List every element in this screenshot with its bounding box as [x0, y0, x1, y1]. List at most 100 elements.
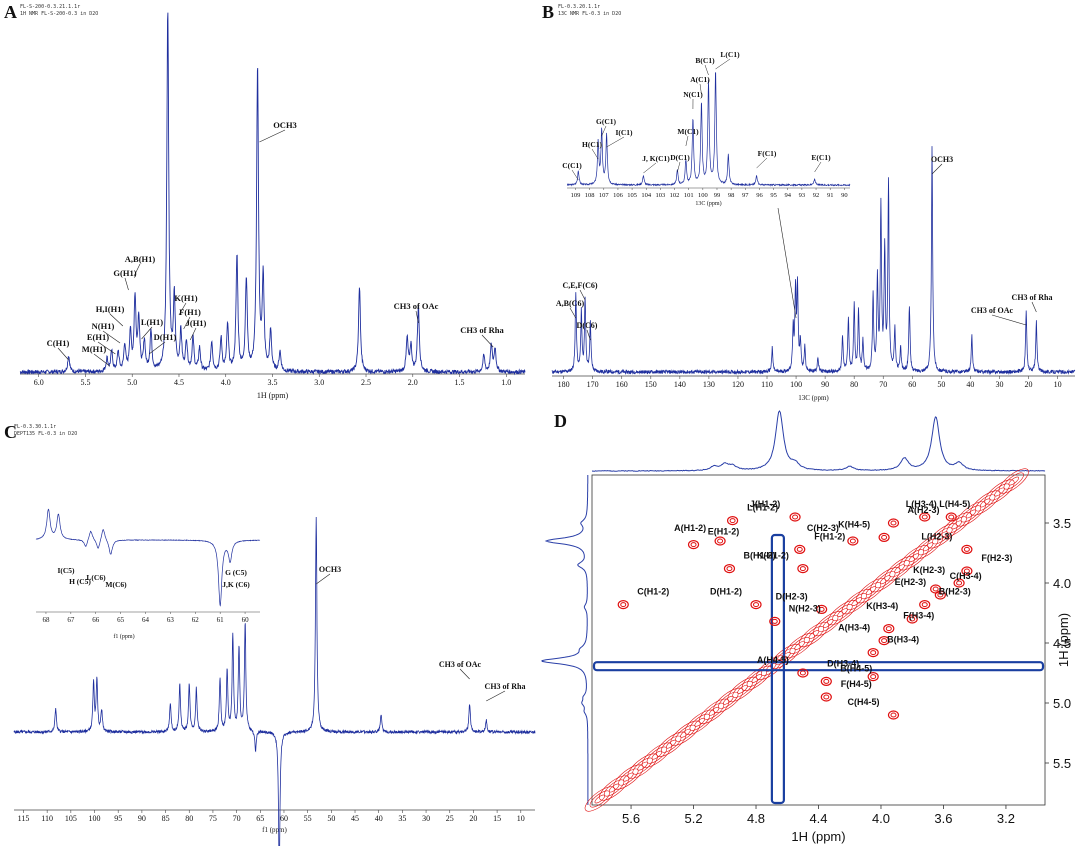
inset-peak-arrow — [591, 148, 599, 160]
diagonal-contour — [589, 790, 610, 808]
cross-peak — [617, 600, 629, 610]
inset-peak-label: M(C1) — [677, 127, 699, 136]
inset-peak-label: J,K (C6) — [222, 580, 250, 589]
peak-arrow — [486, 690, 506, 702]
inset-peak-arrow — [571, 169, 579, 181]
peak-label: L(H1) — [141, 317, 163, 327]
peak-label: G(H1) — [113, 268, 136, 278]
peak-arrow — [133, 263, 141, 277]
cross-peak-core — [753, 602, 760, 608]
cross-peak — [919, 600, 931, 610]
peak-label: CH3 of OAc — [971, 306, 1014, 315]
x-axis-tick-label: 160 — [616, 380, 628, 389]
cross-peak — [769, 616, 781, 626]
cross-peak — [887, 710, 900, 720]
peak-label: M(H1) — [82, 344, 107, 354]
nmr-13c-spectrum: 180 170 160 150 140 130 120 110 100 90 80 70 60 50 40 3… — [551, 50, 1076, 402]
peak-arrow — [97, 341, 116, 355]
cross-peak-label: D(H2-3) — [776, 591, 808, 601]
cross-peak-label: A(H2-3) — [907, 505, 939, 515]
inset-tick-label: 67 — [67, 616, 75, 624]
inset-tick-label: 100 — [698, 192, 708, 199]
inset-peak-label: D(C1) — [670, 153, 690, 162]
peak-label: CH3 of Rha — [485, 682, 526, 691]
inset-peak-arrow — [699, 83, 702, 95]
inset-peak-label: M(C6) — [105, 580, 127, 589]
cross-peak-core — [792, 514, 799, 520]
x-axis-tick-label: 35 — [398, 814, 406, 823]
x-axis-tick-label: 1.5 — [455, 378, 465, 387]
cross-peak — [961, 544, 973, 554]
peak-arrow — [102, 330, 121, 344]
cross-peak-core — [729, 518, 736, 524]
inset-tick-label: 64 — [142, 616, 150, 624]
cross-peak — [887, 518, 900, 528]
peak-arrow — [1031, 301, 1037, 313]
panel-b-header-2: 13C NMR FL-0.3 in D2O — [558, 11, 622, 17]
inset-tick-label: 98 — [728, 192, 735, 199]
spectrum-line — [551, 146, 1076, 376]
inset-peak-label: A(C1) — [690, 75, 710, 84]
inset-tick-label: 95 — [770, 192, 777, 199]
inset-tick-label: 63 — [167, 616, 175, 624]
y-axis-label: 1H (ppm) — [1056, 613, 1071, 667]
x-axis-tick-label: 65 — [256, 814, 264, 823]
inset-tick-label: 62 — [192, 616, 200, 624]
x-axis-tick-label: 80 — [185, 814, 193, 823]
x-axis-tick-label: 2.5 — [361, 378, 371, 387]
peak-arrow — [93, 353, 110, 367]
inset-peak-arrow — [643, 162, 657, 174]
cross-peak-label: F(H2-3) — [981, 553, 1012, 563]
peak-arrow — [579, 289, 586, 301]
panel-a: A FL-S-200-0.3.21.1.1r 1H NMR FL-S-200-0… — [0, 0, 530, 400]
cross-peak-label: E(H2-3) — [895, 577, 927, 587]
inset-tick-label: 103 — [656, 192, 666, 199]
peak-label: A,B(H1) — [125, 254, 156, 264]
cross-peak-core — [881, 638, 888, 644]
cross-peak — [816, 604, 828, 614]
inset-peak-label: E(C1) — [811, 153, 831, 162]
x-axis-tick-label: 10 — [517, 814, 525, 823]
cross-peak-core — [890, 520, 897, 526]
inset-peak-label: L(C6) — [86, 573, 106, 582]
peak-arrow — [459, 668, 470, 680]
cross-peak-core — [717, 538, 724, 544]
inset-spectrum-line — [566, 72, 851, 187]
cross-peak — [797, 564, 809, 574]
peak-arrow — [178, 302, 187, 316]
cross-peak-core — [818, 606, 825, 612]
peak-arrow — [316, 573, 331, 585]
cross-peak-label: C(H1-2) — [637, 587, 669, 597]
peak-arrow — [481, 334, 494, 348]
cross-peak-label: F(H3-4) — [903, 611, 934, 621]
diagonal-contour — [599, 775, 630, 801]
x-axis-label: f1 (ppm) — [262, 826, 287, 834]
inset-tick-label: 101 — [684, 192, 694, 199]
inset-peak-label: I(C1) — [615, 128, 633, 137]
cross-peak — [714, 536, 726, 546]
inset-tick-label: 108 — [585, 192, 595, 199]
cross-peak-core — [881, 534, 888, 540]
x-axis-tick-label: 170 — [587, 380, 599, 389]
y-axis-tick-label: 4.0 — [1053, 576, 1071, 591]
cross-peak-label: F(H4-5) — [841, 679, 872, 689]
peak-arrow — [586, 329, 591, 341]
cross-peak-label: L(H2-3) — [921, 531, 952, 541]
cross-peak-label: B(H1-2) — [743, 551, 775, 561]
cross-peak-core — [870, 674, 877, 680]
cross-peak-label: D(H1-2) — [710, 587, 742, 597]
x-axis-tick-label: 80 — [850, 380, 858, 389]
cross-peak-core — [823, 694, 830, 700]
cross-peak — [934, 590, 946, 600]
water-streak-vertical — [770, 533, 785, 805]
x-axis-tick-label: 20 — [1025, 380, 1033, 389]
inset-tick-label: 104 — [641, 192, 652, 199]
inset-peak-arrow — [814, 161, 822, 173]
nmr-dept135-spectrum: 115 110 105 100 95 90 85 80 75 70 65 60 55 50 45 40 35 30… — [13, 508, 536, 846]
inset-peak-label: F(C1) — [758, 149, 777, 158]
cross-peak-label: B(H3-4) — [887, 635, 919, 645]
cross-peak-core — [796, 546, 803, 552]
cross-peak-label: K(H3-4) — [866, 601, 898, 611]
cross-peak-core — [690, 542, 697, 548]
peak-label: CH3 of OAc — [439, 660, 482, 669]
